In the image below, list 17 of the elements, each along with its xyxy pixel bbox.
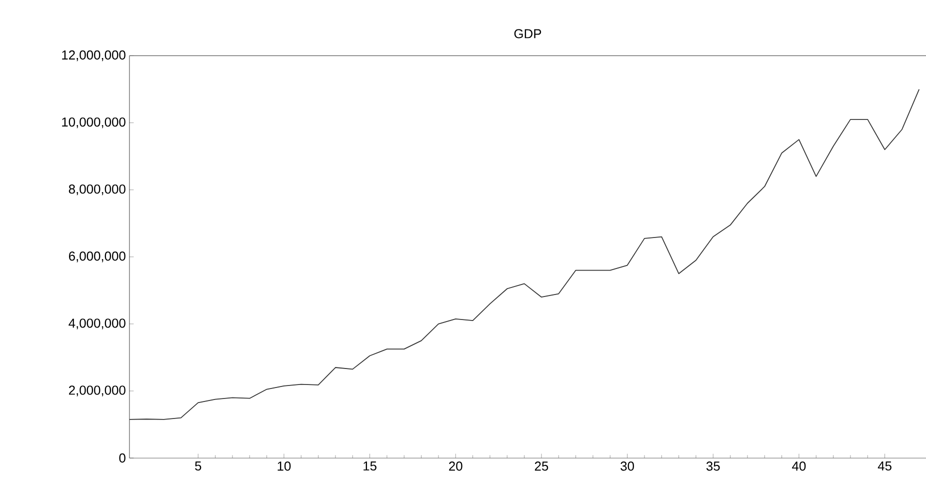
x-tick-label: 20 <box>449 462 462 471</box>
y-tick-label: 2,000,000 <box>69 386 126 396</box>
chart-title: GDP <box>514 29 542 38</box>
x-tick-label: 35 <box>706 462 720 471</box>
x-tick-label: 45 <box>878 462 892 471</box>
y-tick-label: 6,000,000 <box>69 252 126 262</box>
y-tick-label: 12,000,000 <box>62 50 126 62</box>
y-tick-label: 4,000,000 <box>68 318 126 330</box>
y-tick-label: 0 <box>119 454 126 463</box>
x-tick-label: 5 <box>195 462 202 471</box>
y-tick-label: 8,000,000 <box>68 184 126 196</box>
x-tick-label: 25 <box>534 462 548 471</box>
x-tick-label: 10 <box>278 462 291 471</box>
x-tick-label: 30 <box>620 462 634 471</box>
x-tick-label: 40 <box>792 462 806 471</box>
x-tick-label: 15 <box>364 462 376 471</box>
y-tick-label: 10,000,000 <box>62 118 126 128</box>
